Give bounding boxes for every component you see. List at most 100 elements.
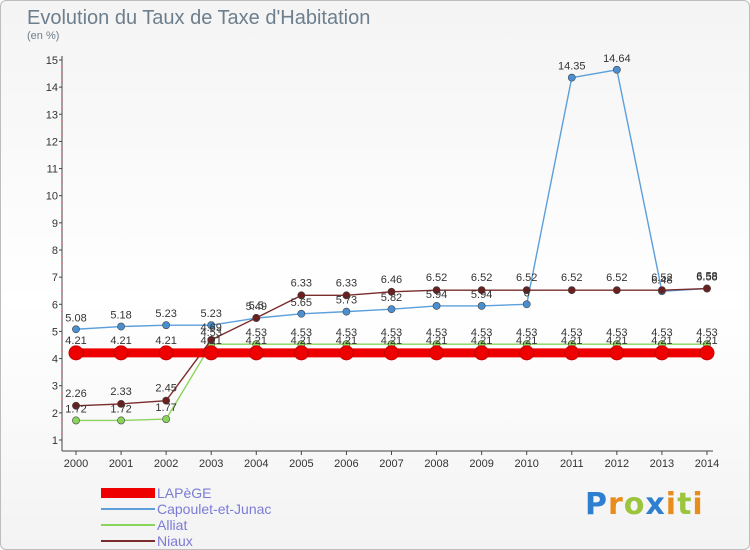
legend-item: Capoulet-et-Junac — [101, 501, 271, 517]
data-point — [654, 345, 670, 361]
y-minor-dot — [61, 391, 63, 394]
data-label: 1.77 — [155, 402, 176, 414]
data-point — [117, 399, 125, 408]
x-tick-label: 2003 — [199, 458, 223, 470]
x-tick-label: 2000 — [64, 458, 88, 470]
y-minor-dot — [61, 174, 63, 177]
y-minor-dot — [61, 106, 63, 109]
y-minor-dot — [61, 93, 63, 95]
data-point — [162, 415, 171, 423]
y-tick-label: 4 — [52, 354, 58, 366]
data-label: 5.23 — [155, 308, 176, 320]
data-label: 4.21 — [651, 335, 672, 347]
data-point — [522, 286, 531, 295]
logo-letter: i — [665, 487, 678, 522]
y-tick-label: 2 — [52, 408, 58, 420]
data-point — [609, 345, 625, 361]
data-point — [474, 345, 490, 361]
data-point — [158, 345, 174, 361]
y-minor-dot — [61, 432, 63, 434]
data-label: 5.94 — [471, 289, 492, 301]
y-tick-label: 15 — [46, 55, 58, 67]
y-minor-dot — [61, 283, 63, 285]
data-label: 6.52 — [561, 272, 582, 284]
y-minor-dot — [61, 323, 63, 326]
y-minor-dot — [61, 127, 63, 129]
y-tick-label: 10 — [46, 191, 58, 203]
data-point — [342, 307, 351, 316]
x-tick-label: 2009 — [469, 458, 493, 470]
data-point — [162, 321, 171, 330]
x-tick-label: 2008 — [424, 458, 448, 470]
y-minor-dot — [61, 235, 63, 238]
data-point — [383, 345, 399, 361]
data-label: 1.72 — [110, 403, 131, 415]
data-point — [342, 291, 351, 300]
y-minor-dot — [61, 79, 63, 82]
data-label: 4.69 — [200, 322, 221, 334]
data-label: 2.45 — [155, 383, 176, 395]
data-label: 6.52 — [471, 272, 492, 284]
x-tick-label: 2013 — [650, 458, 674, 470]
data-label: 5.49 — [246, 301, 267, 313]
y-minor-dot — [61, 181, 63, 183]
data-label: 4.21 — [426, 335, 447, 347]
data-label: 6.58 — [696, 272, 717, 284]
y-tick-label: 9 — [52, 218, 58, 230]
data-label: 4.21 — [606, 335, 627, 347]
data-label: 4.53 — [561, 327, 582, 339]
legend-label: Niaux — [157, 533, 193, 549]
x-tick-label: 2001 — [109, 458, 133, 470]
y-minor-dot — [61, 120, 63, 122]
x-tick-label: 2007 — [379, 458, 403, 470]
legend-item: LAPèGE — [101, 485, 271, 501]
data-point — [387, 287, 396, 296]
data-label: 4.21 — [516, 335, 537, 347]
data-point — [293, 345, 309, 361]
data-label: 4.53 — [516, 327, 537, 339]
data-label: 14.35 — [558, 61, 586, 73]
y-minor-dot — [61, 364, 63, 367]
y-minor-dot — [61, 317, 63, 319]
data-label: 2.26 — [65, 388, 86, 400]
y-minor-dot — [61, 398, 63, 400]
data-label: 5.94 — [426, 289, 447, 301]
y-minor-dot — [61, 378, 63, 380]
y-minor-dot — [61, 72, 63, 75]
y-tick-label: 14 — [46, 82, 58, 94]
y-minor-dot — [61, 208, 63, 210]
data-point — [117, 322, 125, 331]
data-label: 6.46 — [381, 274, 402, 286]
legend-label: LAPèGE — [157, 485, 212, 501]
y-minor-dot — [61, 133, 63, 136]
y-minor-dot — [61, 351, 63, 353]
logo-letter: x — [645, 487, 666, 522]
y-minor-dot — [61, 215, 63, 217]
data-label: 4.53 — [336, 327, 357, 339]
data-label: 4.21 — [381, 335, 402, 347]
logo-letter: r — [608, 487, 624, 522]
data-label: 6 — [524, 287, 530, 299]
data-label: 4.53 — [291, 327, 312, 339]
y-minor-dot — [61, 161, 63, 163]
legend-item: Niaux — [101, 533, 271, 549]
data-label: 6.58 — [696, 271, 717, 283]
logo-letter: t — [677, 487, 693, 522]
data-label: 4.53 — [606, 327, 627, 339]
data-label: 5.73 — [336, 295, 357, 307]
data-label: 6.52 — [606, 272, 627, 284]
y-minor-dot — [61, 371, 63, 373]
x-tick-label: 2012 — [605, 458, 629, 470]
data-point — [477, 286, 486, 295]
data-label: 6.33 — [336, 277, 357, 289]
chart-title: Evolution du Taux de Taxe d'Habitation — [27, 7, 371, 29]
y-tick-label: 8 — [52, 245, 58, 257]
y-minor-dot — [61, 296, 63, 299]
data-label: 6.52 — [426, 272, 447, 284]
data-point — [519, 345, 535, 361]
y-tick-label: 5 — [52, 326, 58, 338]
data-point — [522, 300, 531, 309]
legend-swatch — [101, 524, 155, 526]
legend-item: Alliat — [101, 517, 271, 533]
y-minor-dot — [61, 344, 63, 346]
